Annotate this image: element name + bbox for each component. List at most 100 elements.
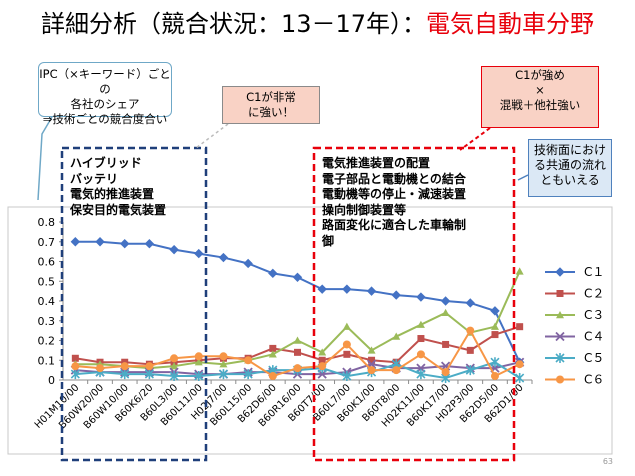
left-group-item: 保安目的電気装置 <box>70 202 167 217</box>
right-group-item: 御 <box>322 233 335 248</box>
data-point <box>441 308 450 317</box>
left-group-item: ハイブリッド <box>70 156 142 170</box>
callout-common-line-3: ともいえる <box>540 173 600 187</box>
legend-label: C３ <box>584 308 604 322</box>
data-point <box>516 323 524 331</box>
legend-label: C２ <box>584 287 604 301</box>
data-point <box>292 272 303 283</box>
y-tick-label: 0.5 <box>38 275 56 288</box>
data-point <box>342 322 351 330</box>
data-point <box>465 365 475 376</box>
callout-c1mix-pointer <box>459 127 491 151</box>
callout-ipc-share: IPC（×キーワード）ごとの 各社のシェア ⇒技術ごとの競合度合い <box>38 62 172 126</box>
data-point <box>318 362 327 371</box>
data-point <box>442 340 450 348</box>
data-point <box>218 252 229 263</box>
callout-c1-pointer <box>195 123 229 149</box>
data-point <box>169 244 179 255</box>
right-group-item: 電子部品と電動機との結合 <box>322 171 466 186</box>
data-point <box>218 369 229 380</box>
data-point <box>490 322 499 330</box>
y-tick-label: 0.6 <box>38 256 56 269</box>
callout-c1mix-line-3: 混戦＋他社強い <box>499 98 581 112</box>
data-point <box>268 350 277 358</box>
data-point <box>416 320 425 328</box>
callout-common-pointer <box>517 174 529 181</box>
y-tick-label: 0.7 <box>38 236 56 249</box>
data-point <box>466 326 475 335</box>
data-point <box>342 371 352 382</box>
data-point <box>244 356 253 365</box>
data-point <box>219 360 228 368</box>
data-point <box>120 362 129 371</box>
data-point <box>417 335 425 343</box>
data-point <box>294 348 301 356</box>
y-tick-label: 0.2 <box>38 335 56 348</box>
callout-common-line-1: 技術面におけ <box>533 143 606 157</box>
left-group-frame <box>60 146 208 462</box>
data-point <box>416 369 426 380</box>
y-tick-label: 0.4 <box>38 295 56 308</box>
right-group-item: 路面変化に適合した車輪制 <box>322 218 467 232</box>
series-line <box>75 240 521 363</box>
y-tick-label: 0 <box>48 374 55 387</box>
data-point <box>169 371 179 382</box>
data-point <box>71 354 79 362</box>
data-point <box>555 353 565 363</box>
left-group-item: バッテリ <box>70 171 119 186</box>
data-point <box>515 360 524 369</box>
left-group-labels: ハイブリッド バッテリ 電気的推進装置 保安目的電気装置 <box>70 156 166 218</box>
data-point <box>96 364 105 373</box>
legend-label: C４ <box>584 330 604 344</box>
page-number: 63 <box>602 457 613 466</box>
data-point <box>416 350 425 359</box>
data-point <box>243 369 253 380</box>
data-point <box>343 350 351 358</box>
data-point <box>293 364 302 373</box>
data-point <box>144 239 155 249</box>
data-point <box>392 366 401 375</box>
callout-common-flow: 技術面におけ る共通の流れ ともいえる <box>528 139 612 197</box>
data-point <box>194 352 203 361</box>
data-point <box>269 344 277 352</box>
legend-label: C６ <box>584 373 604 387</box>
data-point <box>170 362 179 370</box>
title-main: 詳細分析（競合状況：13－17年）： <box>40 10 427 38</box>
callout-c1-line-2: に強い！ <box>248 105 294 119</box>
callout-common-line-2: る共通の流れ <box>533 158 606 172</box>
data-point <box>466 346 474 354</box>
data-point <box>491 331 499 339</box>
data-point <box>555 331 565 342</box>
data-point <box>366 286 377 296</box>
callout-c1mix-line-2: × <box>535 83 545 97</box>
callout-ipc-pointer <box>37 116 53 201</box>
data-point <box>71 362 80 371</box>
data-point <box>219 352 228 361</box>
data-point <box>317 284 327 294</box>
legend-label: C５ <box>584 351 604 365</box>
data-point <box>342 340 351 349</box>
callout-c1-line-1: C1が非常 <box>246 90 296 104</box>
data-point <box>556 375 564 384</box>
data-point <box>515 373 525 384</box>
data-point <box>194 248 204 259</box>
data-point <box>392 332 401 340</box>
slide-title: 詳細分析（競合状況：13－17年）：電気自動車分野 <box>0 4 635 39</box>
right-group-item: 電動機等の停止・減速装置 <box>322 187 467 201</box>
data-point <box>194 358 203 366</box>
data-point <box>243 258 253 269</box>
data-point <box>318 356 326 364</box>
data-point <box>367 346 376 354</box>
right-group-item: 電気推進装置の配置 <box>322 156 431 170</box>
data-point <box>490 306 500 316</box>
data-point <box>391 290 401 300</box>
data-point <box>342 284 352 294</box>
data-point <box>95 237 105 247</box>
data-point <box>368 356 376 364</box>
legend-label: C１ <box>584 265 604 279</box>
callout-ipc-line-1: IPC（×キーワード）ごとの <box>39 67 171 96</box>
data-point <box>556 290 564 297</box>
data-point <box>440 296 451 306</box>
data-point <box>144 369 154 380</box>
